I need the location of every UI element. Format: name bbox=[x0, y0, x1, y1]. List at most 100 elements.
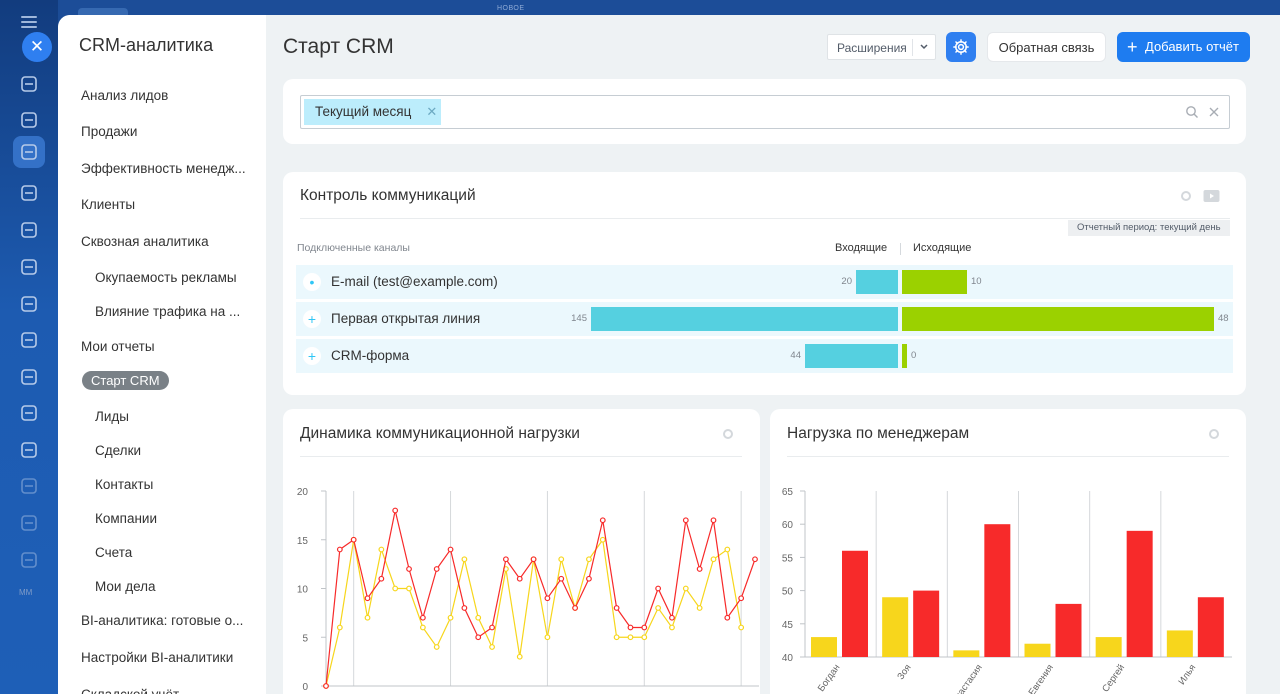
pencil-icon[interactable] bbox=[19, 367, 39, 387]
plus-icon[interactable]: + bbox=[303, 310, 321, 328]
bar[interactable] bbox=[842, 550, 868, 657]
sidebar-item[interactable]: Компании bbox=[95, 511, 158, 526]
feedback-button[interactable]: Обратная связь bbox=[987, 32, 1106, 62]
sidebar-item[interactable]: Счета bbox=[95, 545, 133, 560]
gear-icon[interactable] bbox=[721, 427, 735, 441]
data-point[interactable] bbox=[419, 614, 426, 621]
target-icon[interactable] bbox=[19, 257, 39, 277]
sidebar-item[interactable]: Настройки BI-аналитики bbox=[81, 650, 234, 665]
sidebar-item[interactable]: Продажи bbox=[81, 124, 138, 139]
search-icon[interactable] bbox=[1185, 105, 1199, 119]
dot-icon[interactable]: • bbox=[303, 273, 321, 291]
data-point[interactable] bbox=[503, 556, 509, 563]
data-point[interactable] bbox=[433, 566, 440, 572]
data-point[interactable] bbox=[599, 536, 606, 543]
data-point[interactable] bbox=[724, 614, 731, 621]
code-icon[interactable] bbox=[19, 550, 39, 570]
data-point[interactable] bbox=[627, 624, 634, 631]
data-point[interactable] bbox=[336, 546, 343, 553]
data-point[interactable] bbox=[475, 634, 482, 641]
menu-icon[interactable] bbox=[21, 16, 37, 28]
chevron-down-icon[interactable] bbox=[917, 39, 931, 53]
data-point[interactable] bbox=[710, 556, 717, 563]
data-point[interactable] bbox=[406, 566, 412, 572]
sidebar-item[interactable]: Мои дела bbox=[95, 579, 156, 594]
pipeline-icon[interactable] bbox=[19, 74, 39, 94]
gear-icon[interactable] bbox=[1207, 427, 1221, 441]
channel-row[interactable]: • E-mail (test@example.com) 20 10 bbox=[296, 265, 1233, 299]
sidebar-item[interactable]: Сквозная аналитика bbox=[81, 234, 209, 249]
sidebar-item[interactable]: Эффективность менедж... bbox=[81, 161, 246, 176]
settings-button[interactable] bbox=[946, 32, 976, 62]
bi-icon[interactable] bbox=[19, 513, 39, 533]
bar[interactable] bbox=[913, 590, 940, 657]
settings-icon[interactable] bbox=[19, 476, 39, 496]
data-point[interactable] bbox=[489, 624, 495, 631]
bar[interactable] bbox=[1166, 630, 1193, 657]
data-point[interactable] bbox=[669, 624, 675, 631]
bar[interactable] bbox=[1055, 603, 1082, 657]
clear-icon[interactable] bbox=[1207, 105, 1221, 119]
sidebar-item[interactable]: Клиенты bbox=[81, 197, 136, 212]
sidebar-item[interactable]: Складской учёт bbox=[81, 687, 259, 694]
data-point[interactable] bbox=[669, 614, 675, 621]
sidebar-item[interactable]: Мои отчеты bbox=[81, 339, 155, 354]
data-point[interactable] bbox=[433, 644, 440, 650]
data-point[interactable] bbox=[655, 585, 662, 592]
sidebar-item[interactable]: Анализ лидов bbox=[81, 88, 169, 103]
data-point[interactable] bbox=[696, 605, 703, 611]
data-point[interactable] bbox=[392, 507, 399, 514]
filter-icon[interactable] bbox=[13, 136, 45, 168]
data-point[interactable] bbox=[572, 605, 578, 611]
data-point[interactable] bbox=[586, 575, 592, 582]
data-point[interactable] bbox=[599, 517, 606, 524]
filter-input[interactable]: Текущий месяц ✕ bbox=[300, 95, 1230, 129]
store-icon[interactable] bbox=[19, 220, 39, 240]
data-point[interactable] bbox=[336, 624, 343, 631]
docs-icon[interactable] bbox=[19, 330, 39, 350]
sidebar-item[interactable]: BI-аналитика: готовые о... bbox=[81, 613, 244, 628]
data-point[interactable] bbox=[544, 634, 551, 641]
data-point[interactable] bbox=[738, 624, 745, 631]
data-point[interactable] bbox=[516, 575, 523, 582]
data-point[interactable] bbox=[489, 644, 495, 650]
data-point[interactable] bbox=[461, 605, 468, 611]
chart-icon[interactable] bbox=[19, 403, 39, 423]
bar[interactable] bbox=[1024, 643, 1051, 657]
data-point[interactable] bbox=[613, 605, 620, 611]
video-icon[interactable] bbox=[1203, 189, 1220, 203]
data-point[interactable] bbox=[447, 546, 454, 553]
data-point[interactable] bbox=[350, 536, 357, 543]
data-point[interactable] bbox=[364, 595, 371, 602]
data-point[interactable] bbox=[364, 614, 371, 621]
data-point[interactable] bbox=[627, 634, 634, 641]
close-icon[interactable]: ✕ bbox=[22, 32, 52, 62]
filter-tag[interactable]: Текущий месяц ✕ bbox=[304, 99, 442, 125]
robot-icon[interactable] bbox=[19, 440, 39, 460]
channel-row[interactable]: + Первая открытая линия 145 48 bbox=[296, 302, 1233, 336]
bar[interactable] bbox=[1126, 530, 1153, 657]
data-point[interactable] bbox=[738, 595, 745, 602]
plus-icon[interactable]: + bbox=[303, 347, 321, 365]
bar[interactable] bbox=[984, 524, 1011, 657]
data-point[interactable] bbox=[613, 634, 620, 641]
data-point[interactable] bbox=[516, 653, 523, 660]
data-point[interactable] bbox=[378, 575, 385, 582]
sidebar-item[interactable]: Лиды bbox=[95, 409, 129, 424]
data-point[interactable] bbox=[461, 556, 468, 563]
data-point[interactable] bbox=[710, 517, 717, 524]
extensions-select[interactable]: Расширения bbox=[827, 34, 936, 60]
sidebar-item[interactable]: Сделки bbox=[95, 443, 142, 458]
data-point[interactable] bbox=[682, 517, 689, 524]
data-point[interactable] bbox=[323, 683, 329, 689]
bar[interactable] bbox=[882, 597, 909, 657]
tasks-icon[interactable] bbox=[19, 110, 39, 130]
data-point[interactable] bbox=[406, 585, 412, 592]
data-point[interactable] bbox=[641, 634, 648, 641]
data-point[interactable] bbox=[558, 575, 565, 582]
data-point[interactable] bbox=[655, 605, 662, 611]
data-point[interactable] bbox=[752, 556, 758, 563]
data-point[interactable] bbox=[419, 624, 426, 631]
top-tab[interactable] bbox=[78, 8, 128, 16]
bar[interactable] bbox=[811, 637, 837, 657]
